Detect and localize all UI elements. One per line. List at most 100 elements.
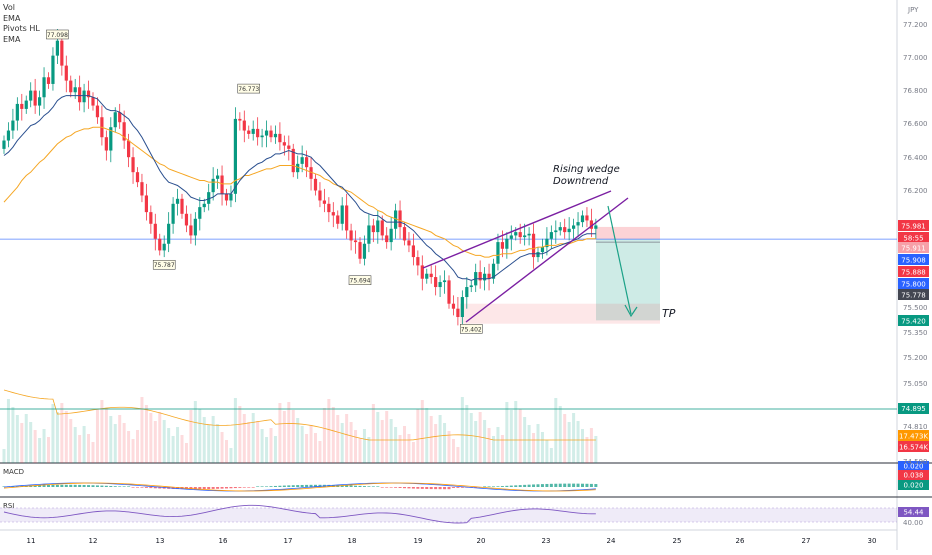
price-label: 75.981 — [901, 223, 926, 231]
candle-body — [456, 308, 460, 318]
candle-body — [554, 230, 558, 233]
volume-bar — [153, 421, 157, 463]
pattern-name: Rising wedge — [553, 164, 620, 175]
volume-bar — [64, 411, 68, 463]
currency-label: JPY — [907, 6, 919, 14]
macd-value: 0.020 — [903, 463, 923, 471]
candle-body — [11, 120, 15, 131]
volume-bar — [11, 407, 15, 463]
candle-body — [91, 97, 95, 106]
candle-body — [278, 133, 282, 143]
macd-hist-bar — [269, 486, 273, 487]
candle-body — [505, 238, 509, 249]
candle-body — [540, 247, 545, 253]
macd-hist-bar — [443, 487, 447, 490]
candle-body — [371, 225, 375, 233]
macd-hist-bar — [251, 487, 255, 488]
candle-body — [545, 238, 549, 248]
macd-hist-bar — [567, 483, 571, 487]
candle-body — [309, 167, 313, 179]
pivot-label-box — [348, 275, 372, 285]
candle-body — [73, 87, 77, 93]
candle-body — [580, 215, 585, 223]
macd-hist-bar — [483, 486, 487, 487]
macd-hist-bar — [349, 485, 353, 487]
volume-bar — [216, 424, 220, 463]
x-tick-label: 12 — [89, 537, 98, 545]
volume-bar — [581, 429, 584, 463]
volume-bar — [500, 435, 504, 463]
candle-body — [287, 145, 291, 149]
macd-hist-bar — [104, 485, 108, 487]
volume-bar — [362, 429, 366, 463]
macd-hist-bar — [220, 487, 224, 489]
macd-value: 0.038 — [903, 472, 923, 480]
volume-bar — [104, 408, 108, 463]
macd-value-box — [898, 470, 929, 480]
macd-hist-bar — [149, 487, 153, 489]
volume-bar — [536, 424, 540, 463]
macd-signal-line — [3, 482, 596, 492]
volume-bar — [314, 433, 317, 463]
price-label-box — [898, 220, 929, 231]
candle-body — [527, 233, 531, 236]
volume-bar — [416, 409, 420, 463]
candles — [2, 28, 598, 328]
macd-hist-bar — [358, 485, 362, 487]
volume-bar — [465, 405, 469, 463]
volume-bar — [149, 413, 153, 463]
volume-bar — [189, 410, 193, 463]
candle-body — [429, 273, 433, 278]
price-label: 75.778 — [901, 292, 926, 300]
candle-body — [216, 175, 220, 179]
candle-body — [193, 218, 197, 236]
price-label: 75.911 — [901, 245, 926, 253]
macd-hist-bar — [100, 485, 104, 487]
volume-bar — [425, 408, 429, 463]
macd-hist-bar — [380, 487, 384, 488]
volume-bar — [144, 405, 148, 463]
volume-bars — [0, 389, 897, 463]
x-tick-label: 26 — [736, 537, 745, 545]
target-arrow — [607, 205, 632, 315]
macd-hist-bar — [265, 486, 269, 487]
macd-hist-bar — [198, 487, 202, 490]
candle-body — [416, 257, 420, 266]
volume-bar — [514, 401, 518, 463]
candle-body — [273, 133, 278, 138]
macd-hist-bar — [95, 485, 99, 487]
volume-bar — [407, 434, 411, 463]
rsi-band — [0, 508, 897, 522]
candle-body — [2, 140, 6, 149]
macd-hist-bar — [536, 484, 540, 487]
macd-hist-bar — [300, 484, 304, 487]
x-tick-label: 19 — [414, 537, 423, 545]
volume-bar — [42, 429, 46, 463]
macd-hist-bar — [585, 483, 589, 487]
candle-body — [349, 230, 353, 241]
volume-label-box — [898, 430, 929, 441]
candle-body — [594, 225, 598, 229]
macd-hist-bar — [233, 487, 237, 489]
price-label-box — [898, 254, 929, 265]
volume-bar — [131, 439, 135, 463]
price-label-box — [898, 266, 929, 277]
volume-bar — [180, 435, 184, 463]
volume-bar — [358, 438, 362, 463]
macd-value-box — [898, 461, 929, 471]
volume-label: 16.574K — [899, 444, 928, 452]
x-tick-label: 20 — [477, 537, 486, 545]
volume-bar — [296, 418, 300, 463]
volume-bar — [176, 427, 180, 463]
volume-bar — [389, 419, 393, 463]
macd-hist-bar — [505, 485, 509, 487]
volume-bar — [478, 412, 482, 463]
macd-hist-bar — [345, 485, 349, 487]
volume-bar — [380, 420, 384, 463]
ema-slow-line — [3, 126, 596, 258]
candle-body — [238, 118, 242, 121]
macd-hist-bar — [127, 486, 131, 487]
